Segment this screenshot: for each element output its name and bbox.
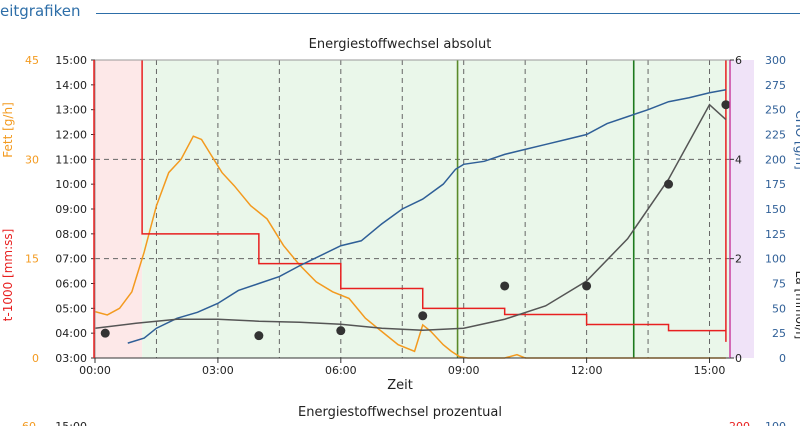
- lactate-tick-label: 4: [735, 153, 742, 166]
- fat-tick-label: 30: [25, 153, 39, 166]
- lactate-point: [336, 326, 346, 336]
- fat-axis-label: Fett [g/h]: [1, 102, 15, 157]
- x-tick-label: 12:00: [571, 364, 603, 377]
- cho-tick-label: 100: [765, 253, 786, 266]
- x-tick-label: 06:00: [325, 364, 357, 377]
- cho-line: [127, 89, 727, 344]
- pace-tick-label: 15:00: [55, 54, 87, 67]
- pace-tick-label: 04:00: [55, 327, 87, 340]
- cho-tick-label: 300: [765, 54, 786, 67]
- pace-line: [141, 60, 727, 342]
- cho-tick-label: 200: [765, 153, 786, 166]
- zone-green: [142, 60, 730, 358]
- cho-axis-label: CHO [g/h]: [793, 110, 800, 169]
- lactate-point: [254, 331, 264, 341]
- chart2-left2-tick: 15:00: [55, 420, 87, 426]
- lactate-point: [418, 311, 428, 321]
- lactate-point: [100, 328, 110, 338]
- pace-tick-label: 05:00: [55, 302, 87, 315]
- chart2-right-tick: 200: [729, 420, 750, 426]
- section-header: eitgrafiken: [0, 0, 800, 30]
- lactate-tick-label: 6: [735, 54, 742, 67]
- chart-svg: 00:00 03:00 06:00 09:00 12:00 15:00015304503:…: [1, 37, 800, 430]
- pace-tick-label: 13:00: [55, 104, 87, 117]
- pace-tick-label: 12:00: [55, 129, 87, 142]
- cho-tick-label: 75: [772, 278, 786, 291]
- cho-tick-label: 0: [779, 352, 786, 365]
- chart2-right2-tick: 100: [765, 420, 786, 426]
- x-tick-label: 09:00: [448, 364, 480, 377]
- axes-group: [91, 59, 734, 363]
- pace-tick-label: 03:00: [55, 352, 87, 365]
- lactate-axis-label: La [mmol/l]: [793, 271, 800, 340]
- cho-tick-label: 50: [772, 302, 786, 315]
- section-title: eitgrafiken: [0, 2, 81, 20]
- chart-title: Energiestoffwechsel absolut: [309, 37, 492, 52]
- charts-area: 00:00 03:00 06:00 09:00 12:00 15:00 0 15 30 45 03:…: [0, 30, 800, 430]
- x-tick-label: 03:00: [202, 364, 234, 377]
- fat-tick-label: 0: [32, 352, 39, 365]
- lactate-point: [664, 179, 674, 189]
- fat-line: [94, 135, 726, 359]
- lactate-curve: [94, 103, 727, 331]
- pace-tick-label: 08:00: [55, 228, 87, 241]
- pace-axis-label: t-1000 [mm:ss]: [1, 229, 15, 322]
- fat-tick-label: 15: [25, 253, 39, 266]
- pace-tick-label: 07:00: [55, 253, 87, 266]
- lactate-point: [721, 100, 731, 110]
- cho-tick-label: 25: [772, 327, 786, 340]
- x-tick-label: 15:00: [694, 364, 726, 377]
- pace-tick-label: 09:00: [55, 203, 87, 216]
- pace-tick-label: 14:00: [55, 79, 87, 92]
- series-group: [94, 60, 731, 359]
- lactate-tick-label: 0: [735, 352, 742, 365]
- section-divider: [96, 13, 800, 14]
- cho-tick-label: 275: [765, 79, 786, 92]
- cho-tick-label: 125: [765, 228, 786, 241]
- lactate-point: [582, 281, 592, 291]
- x-axis-label: Zeit: [387, 378, 413, 393]
- pace-tick-label: 11:00: [55, 153, 87, 166]
- pace-tick-label: 06:00: [55, 278, 87, 291]
- pace-tick-label: 10:00: [55, 178, 87, 191]
- labels-group: 00:00 03:00 06:00 09:00 12:00 15:00015304503:…: [1, 37, 800, 430]
- cho-tick-label: 150: [765, 203, 786, 216]
- lactate-tick-label: 2: [735, 253, 742, 266]
- x-tick-label: 00:00: [79, 364, 111, 377]
- cho-tick-label: 175: [765, 178, 786, 191]
- chart2-title: Energiestoffwechsel prozentual: [298, 405, 502, 420]
- chart2-left-tick: 60: [22, 420, 36, 426]
- cho-tick-label: 250: [765, 104, 786, 117]
- fat-tick-label: 45: [25, 54, 39, 67]
- lactate-point: [500, 281, 510, 291]
- zone-purple: [730, 60, 754, 358]
- cho-tick-label: 225: [765, 129, 786, 142]
